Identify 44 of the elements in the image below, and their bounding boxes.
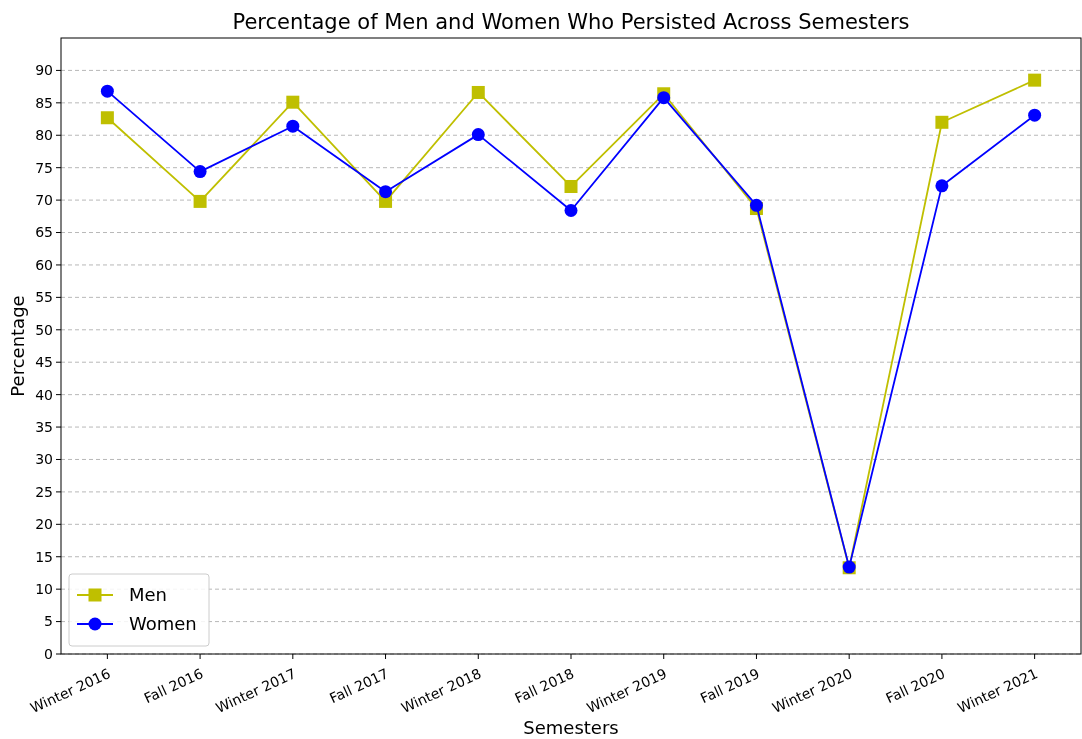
point [564,203,578,217]
y-tick-label: 80 [35,127,53,144]
legend-label: Women [129,613,197,635]
point [657,91,671,105]
point [564,179,578,193]
y-tick-label: 45 [35,354,53,371]
point [193,194,207,208]
y-tick-label: 85 [35,94,53,111]
y-tick-label: 10 [35,581,53,598]
point [935,179,949,193]
legend-label: Men [129,584,168,606]
y-tick-label: 65 [35,224,53,241]
point [471,128,485,142]
point [749,198,763,212]
y-tick-label: 25 [35,483,53,500]
y-tick-label: 20 [35,516,53,533]
y-tick-label: 70 [35,192,53,209]
y-tick-label: 40 [35,386,53,403]
y-tick-label: 90 [35,62,53,79]
y-tick-label: 5 [44,613,53,630]
point [193,165,207,179]
point [100,84,114,98]
y-tick-label: 35 [35,418,53,435]
point [471,85,485,99]
point [935,115,949,129]
chart-title: Percentage of Men and Women Who Persisted Across Semesters [232,10,910,34]
y-tick-label: 75 [35,159,53,176]
y-tick-label: 30 [35,451,53,468]
point [286,95,300,109]
y-tick-label: 60 [35,256,53,273]
x-tick-label: Fall 2020 [883,665,948,707]
point [1028,108,1042,122]
point [1028,73,1042,87]
x-tick-label: Fall 2018 [512,665,577,707]
y-tick-label: 0 [44,645,53,662]
x-axis-title: Semesters [523,717,619,738]
y-tick-label: 50 [35,321,53,338]
y-axis-title: Percentage [7,295,28,397]
y-tick-label: 15 [35,548,53,565]
point [286,119,300,133]
point [100,111,114,125]
x-tick-label: Fall 2019 [697,665,762,707]
point [379,185,393,199]
y-tick-label: 55 [35,289,53,306]
